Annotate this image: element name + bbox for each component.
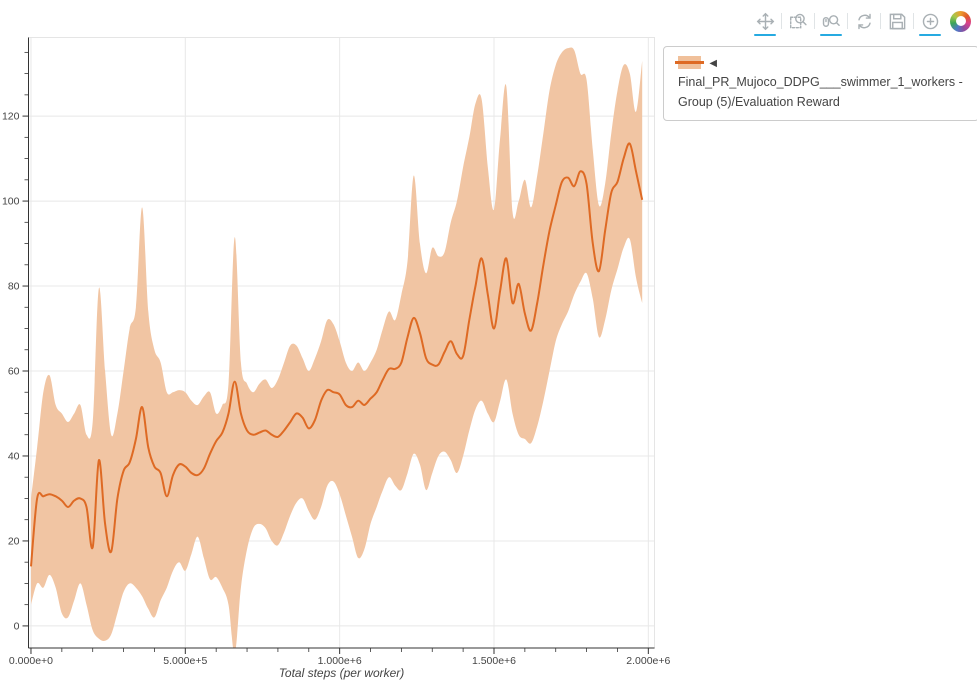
- toolbar-divider: [847, 13, 848, 29]
- y-tick-label: 0: [14, 620, 20, 632]
- confidence-band: [31, 47, 643, 648]
- legend-swatch-icon: [675, 56, 704, 69]
- hover-tool-button[interactable]: [918, 9, 942, 36]
- legend-label: ◄ Final_PR_Mujoco_DDPG___swimmer_1_worke…: [678, 56, 963, 109]
- wheel-zoom-tool-button[interactable]: [819, 9, 843, 36]
- active-tool-underline: [820, 34, 842, 36]
- toolbar-divider: [781, 13, 782, 29]
- y-tick-label: 20: [8, 535, 20, 547]
- x-axis-label: Total steps (per worker): [279, 666, 405, 680]
- box-zoom-tool-button[interactable]: [786, 9, 810, 33]
- bokeh-toolbar: [753, 9, 971, 36]
- active-tool-underline: [754, 34, 776, 36]
- toolbar-divider: [814, 13, 815, 29]
- toolbar-divider: [880, 13, 881, 29]
- mean-line: [30, 142, 644, 567]
- x-tick-label: 1.500e+6: [472, 655, 516, 667]
- active-tool-underline: [853, 34, 875, 36]
- legend-box: ◄ Final_PR_Mujoco_DDPG___swimmer_1_worke…: [663, 46, 977, 122]
- reset-tool-button[interactable]: [852, 9, 876, 33]
- y-tick-label: 120: [2, 111, 20, 123]
- x-tick-label: 0.000e+0: [9, 655, 53, 667]
- x-tick-label: 5.000e+5: [163, 655, 207, 667]
- y-tick-label: 40: [8, 450, 20, 462]
- bokeh-logo-icon[interactable]: [950, 10, 971, 32]
- toolbar-divider: [913, 13, 914, 29]
- y-tick-label: 60: [8, 366, 20, 378]
- x-tick-label: 1.000e+6: [318, 655, 362, 667]
- active-tool-underline: [919, 34, 941, 36]
- x-tick-label: 2.000e+6: [626, 655, 670, 667]
- active-tool-underline: [886, 34, 908, 36]
- y-tick-label: 100: [2, 196, 20, 208]
- save-tool-button[interactable]: [885, 9, 909, 33]
- pan-tool-button[interactable]: [753, 9, 777, 36]
- active-tool-underline: [787, 34, 809, 36]
- y-tick-label: 80: [8, 281, 20, 293]
